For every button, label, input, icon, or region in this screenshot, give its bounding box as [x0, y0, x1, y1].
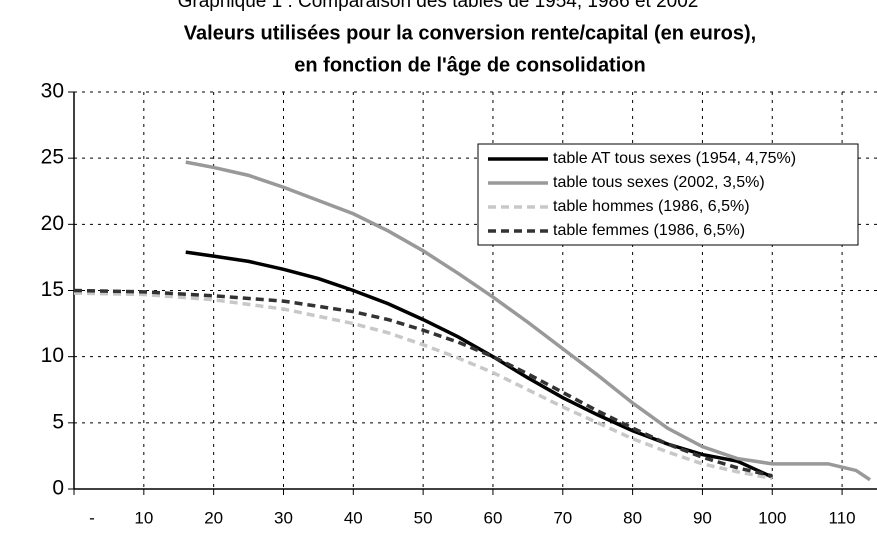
y-tick-label: 25: [41, 146, 64, 169]
series-line: [73, 291, 773, 481]
legend-box: [477, 143, 859, 246]
x-tick-label: 50: [414, 508, 433, 527]
series-line: [185, 160, 871, 482]
y-tick-label: 20: [41, 212, 64, 235]
caption: Graphique 1 : Comparaison des tables de …: [178, 0, 699, 12]
legend-label: table hommes (1986, 6,5%): [553, 198, 750, 215]
y-tick-label: 10: [41, 344, 64, 367]
y-tick-label: 15: [41, 278, 64, 301]
y-tick-label: 30: [41, 80, 64, 103]
series-line: [73, 288, 773, 478]
chart-title: en fonction de l'âge de consolidation: [294, 54, 645, 76]
x-tick-label: 60: [483, 508, 502, 527]
legend-label: table femmes (1986, 6,5%): [553, 222, 745, 239]
x-tick-label: 30: [274, 508, 293, 527]
x-tick-label: 90: [693, 508, 712, 527]
x-tick-label: -: [89, 508, 95, 527]
x-tick-label: 70: [553, 508, 572, 527]
x-tick-label: 20: [204, 508, 223, 527]
y-tick-label: 5: [52, 410, 64, 433]
y-tick-label: 0: [52, 477, 64, 500]
x-tick-label: 40: [344, 508, 363, 527]
x-tick-label: 10: [134, 508, 153, 527]
x-tick-label: 80: [623, 508, 642, 527]
x-tick-label: 100: [758, 508, 786, 527]
chart-title: Valeurs utilisées pour la conversion ren…: [184, 22, 756, 44]
legend-label: table AT tous sexes (1954, 4,75%): [553, 150, 796, 167]
legend-label: table tous sexes (2002, 3,5%): [553, 174, 765, 191]
legend: table AT tous sexes (1954, 4,75%) table t…: [477, 143, 859, 246]
x-tick-label: 110: [829, 508, 856, 527]
